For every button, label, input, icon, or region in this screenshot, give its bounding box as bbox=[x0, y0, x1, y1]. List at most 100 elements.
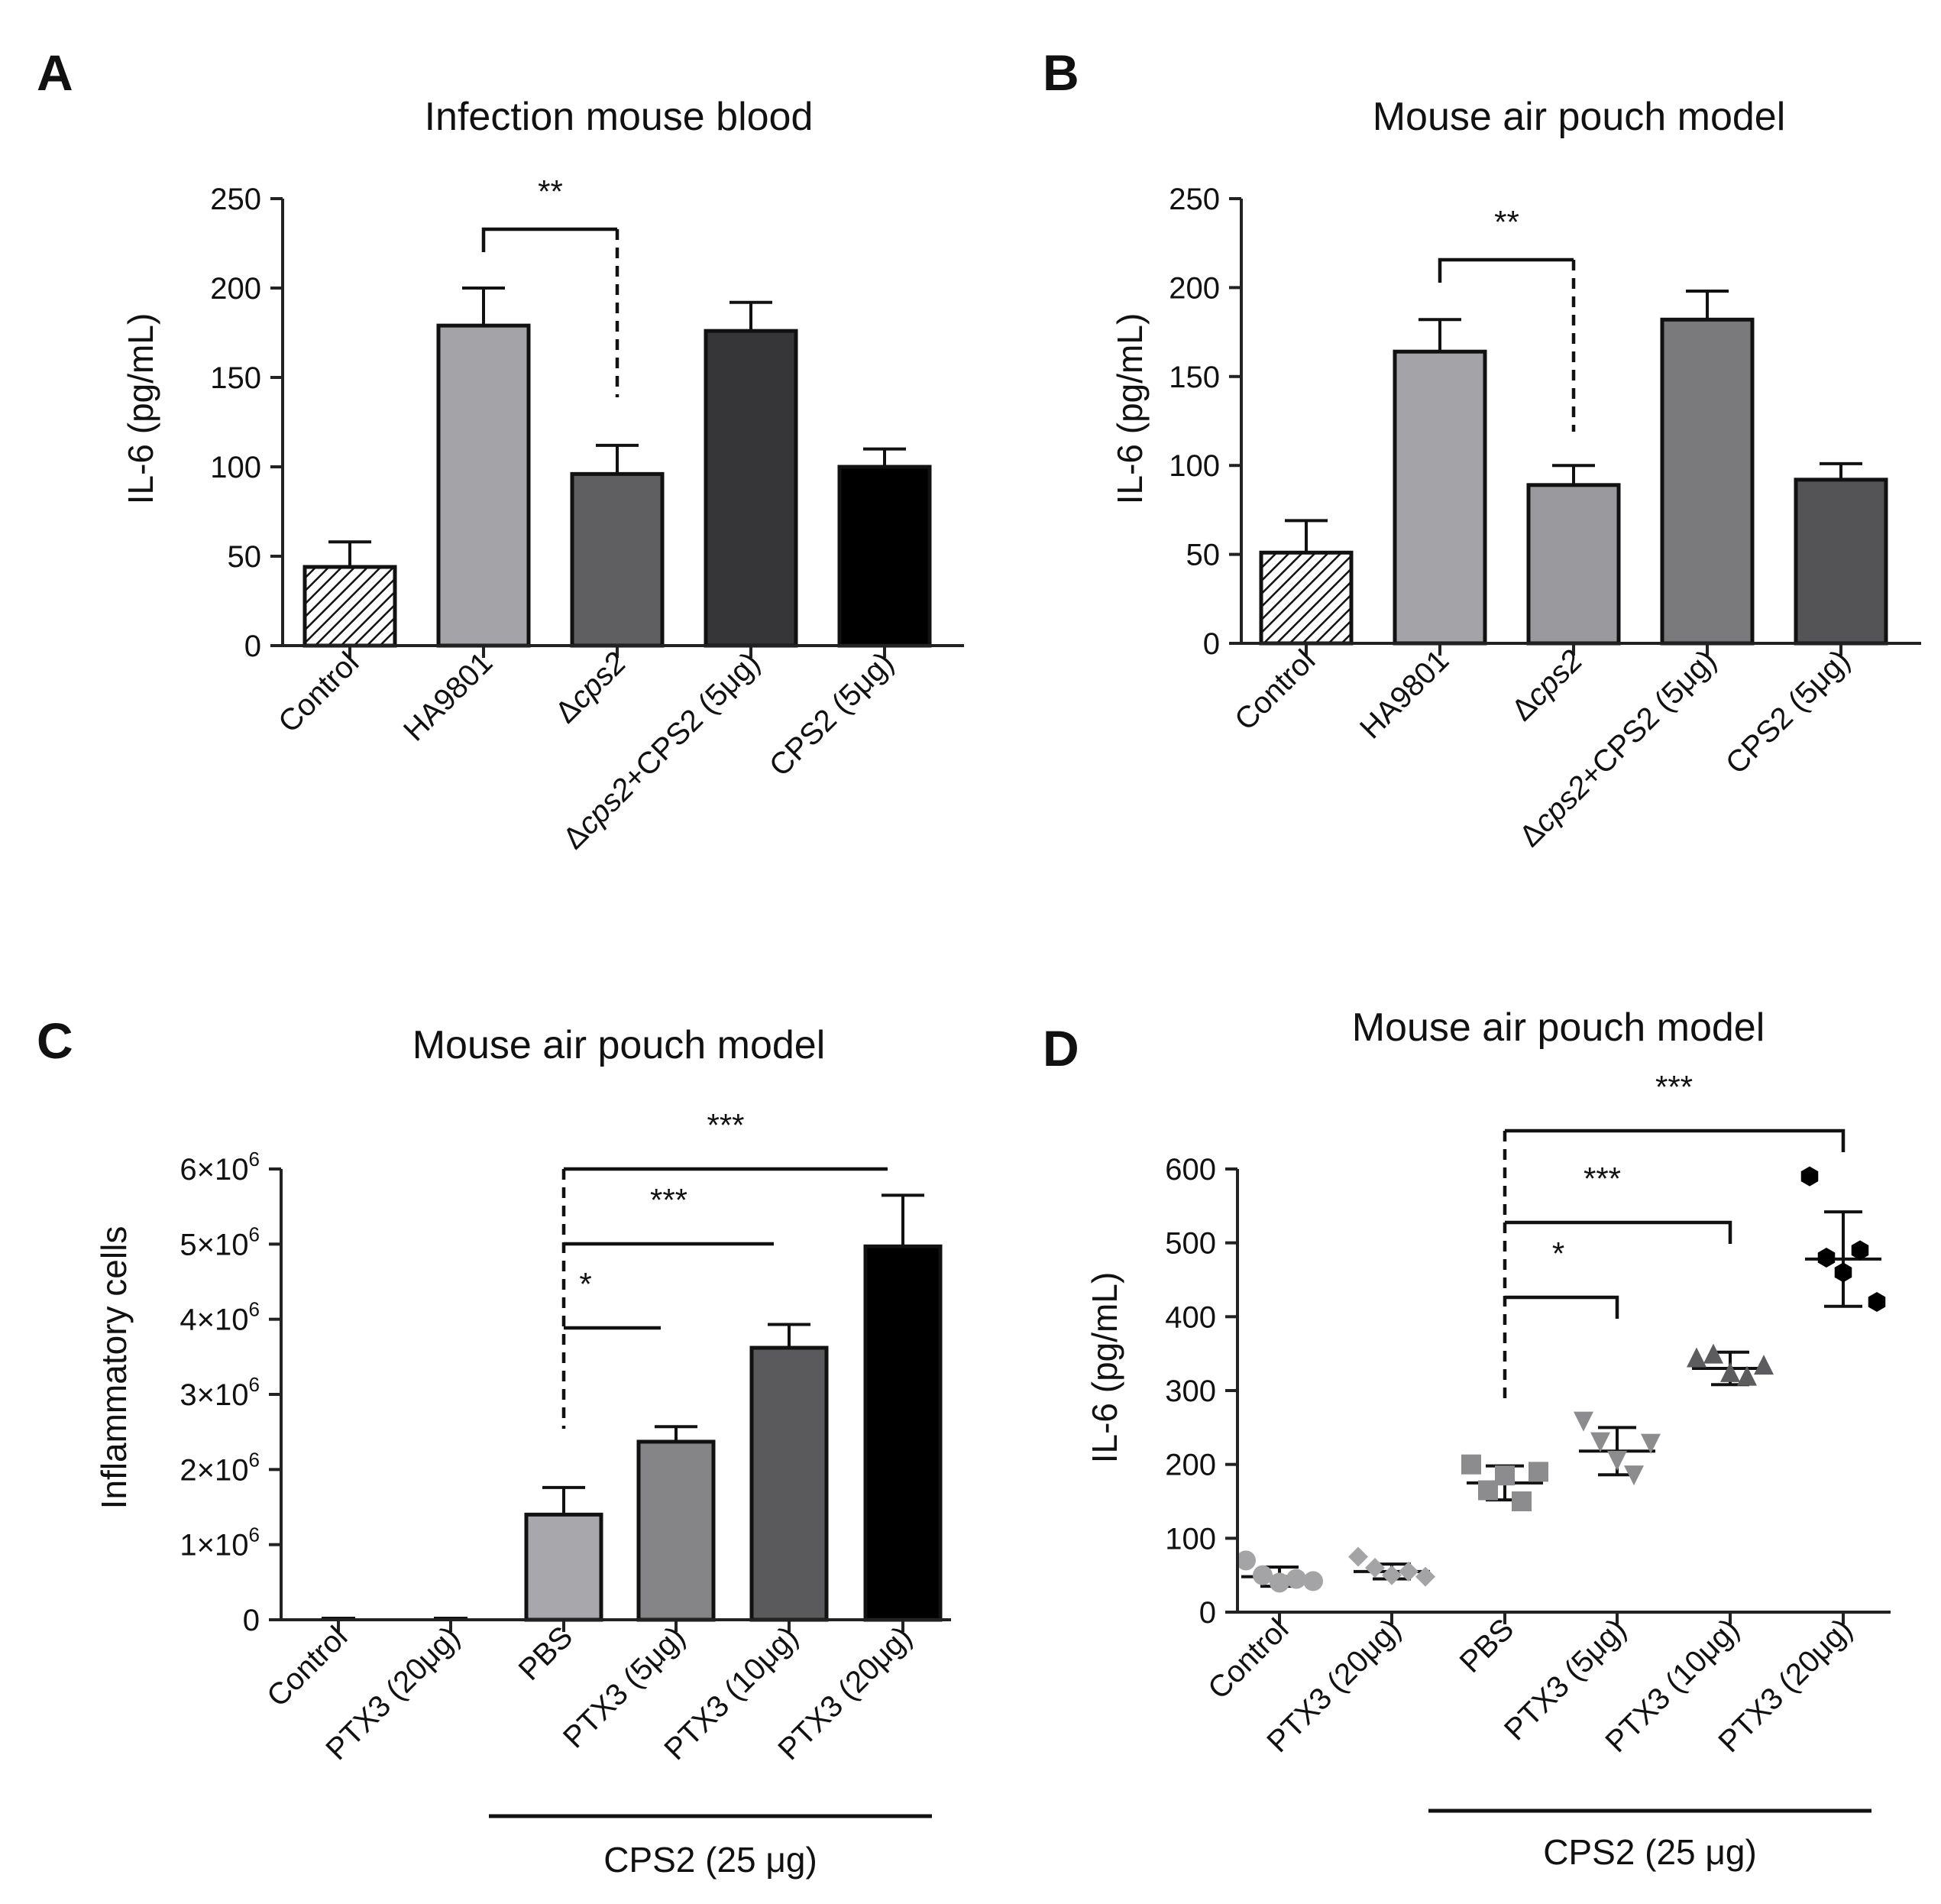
data-point bbox=[1365, 1558, 1385, 1578]
data-point bbox=[1253, 1565, 1273, 1585]
y-tick-label: 400 bbox=[1165, 1300, 1216, 1334]
panel-b-y-axis-label: IL-6 (pg/mL) bbox=[1110, 313, 1150, 505]
panel-c-bars bbox=[322, 1193, 943, 1622]
bar bbox=[1794, 478, 1888, 646]
significance-label: * bbox=[1552, 1235, 1564, 1271]
x-tick-label: Δcps2 bbox=[1506, 643, 1590, 727]
y-tick-label: 5×106 bbox=[180, 1222, 260, 1261]
panel-a-y-axis-label: IL-6 (pg/mL) bbox=[121, 313, 160, 505]
panel-a-significance: ** bbox=[481, 173, 620, 397]
x-tick-label: Control bbox=[272, 646, 365, 739]
y-tick-label: 600 bbox=[1165, 1153, 1216, 1187]
significance-label: ** bbox=[1494, 204, 1519, 240]
bar bbox=[1393, 349, 1487, 646]
data-point bbox=[1851, 1240, 1869, 1261]
bar bbox=[1526, 483, 1621, 646]
panel-label-d: D bbox=[1043, 1020, 1079, 1077]
x-tick-label: HA9801 bbox=[397, 646, 499, 747]
significance-bracket bbox=[481, 227, 617, 252]
bar bbox=[1660, 317, 1755, 646]
panel-d-significance: ******* bbox=[1503, 1069, 1846, 1398]
significance-bracket bbox=[1438, 257, 1574, 283]
bar bbox=[863, 1244, 943, 1622]
data-point bbox=[1286, 1569, 1306, 1589]
data-point bbox=[1641, 1433, 1661, 1454]
panel-d-y-ticks: 0 100 200 300 400 500 600 bbox=[1165, 1153, 1237, 1630]
y-tick-label: 2×106 bbox=[180, 1448, 260, 1487]
y-tick-exponent: 6 bbox=[249, 1298, 260, 1321]
panel-a-title: Infection mouse blood bbox=[425, 95, 814, 139]
data-point bbox=[1461, 1454, 1481, 1475]
x-tick-label: PBS bbox=[1454, 1612, 1521, 1679]
panel-c-group-label: CPS2 (25 μg) bbox=[603, 1840, 817, 1880]
x-tick-label: Control bbox=[1228, 643, 1321, 737]
label-rest: +CPS2 (5μg) bbox=[1573, 643, 1723, 793]
panel-b-significance: ** bbox=[1438, 204, 1576, 432]
bar bbox=[1259, 550, 1354, 646]
y-tick-label: 100 bbox=[1165, 1522, 1216, 1556]
y-tick-label: 0 bbox=[244, 630, 261, 663]
panel-c-y-ticks: 0 1×106 2×106 3×106 4×106 5×106 6×106 bbox=[180, 1148, 281, 1637]
bar bbox=[704, 329, 798, 648]
panel-b-bars bbox=[1259, 290, 1888, 646]
data-point bbox=[1512, 1491, 1532, 1511]
significance-bracket bbox=[1505, 1128, 1846, 1152]
x-tick-label: PBS bbox=[513, 1620, 580, 1687]
panel-label-c: C bbox=[37, 1012, 73, 1069]
x-tick-label: CPS2 (5μg) bbox=[763, 646, 900, 782]
y-tick-exponent: 6 bbox=[249, 1373, 260, 1396]
y-tick-label: 500 bbox=[1165, 1227, 1216, 1261]
x-tick-label: CPS2 (5μg) bbox=[1719, 643, 1856, 780]
y-tick-label: 200 bbox=[1165, 1449, 1216, 1482]
significance-bracket bbox=[1505, 1220, 1732, 1244]
data-point bbox=[1270, 1572, 1289, 1593]
y-tick-label: 50 bbox=[228, 540, 262, 574]
label-rest: +CPS2 (5μg) bbox=[616, 646, 766, 795]
data-point bbox=[1868, 1292, 1886, 1312]
significance-label: *** bbox=[1655, 1069, 1693, 1105]
bar bbox=[436, 323, 531, 648]
y-tick-label: 1×106 bbox=[180, 1524, 260, 1562]
panel-d-y-axis-label: IL-6 (pg/mL) bbox=[1085, 1272, 1124, 1464]
y-tick-label: 50 bbox=[1186, 539, 1221, 572]
data-point bbox=[1236, 1550, 1256, 1571]
y-tick-exponent: 6 bbox=[249, 1148, 260, 1171]
panel-c-title: Mouse air pouch model bbox=[412, 1023, 826, 1067]
data-point bbox=[1834, 1262, 1852, 1283]
y-tick-label: 100 bbox=[1169, 449, 1220, 483]
bar bbox=[302, 565, 397, 648]
data-point bbox=[1478, 1480, 1498, 1501]
panel-label-b: B bbox=[1043, 44, 1079, 101]
x-tick-label: Control bbox=[260, 1620, 354, 1713]
data-point bbox=[1720, 1362, 1740, 1382]
panel-c: C Mouse air pouch model Inflammatory cel… bbox=[37, 1012, 951, 1880]
panel-d-points bbox=[1236, 1166, 1886, 1593]
y-tick-label: 3×106 bbox=[180, 1373, 260, 1412]
y-tick-label: 0 bbox=[1203, 627, 1220, 661]
data-point bbox=[1495, 1465, 1515, 1486]
data-point bbox=[1703, 1343, 1723, 1364]
significance-label: *** bbox=[707, 1107, 744, 1143]
y-tick-label: 100 bbox=[210, 451, 261, 484]
x-tick-label: Δcps2 bbox=[549, 646, 633, 730]
panel-d: D Mouse air pouch model IL-6 (pg/mL) 0 10… bbox=[1043, 1005, 1891, 1872]
data-point bbox=[1348, 1546, 1368, 1567]
panel-d-title: Mouse air pouch model bbox=[1352, 1005, 1765, 1050]
y-tick-label: 0 bbox=[1199, 1596, 1216, 1630]
data-point bbox=[1529, 1462, 1548, 1482]
data-point bbox=[1399, 1561, 1419, 1582]
y-tick-label: 200 bbox=[1169, 271, 1220, 305]
y-tick-label: 250 bbox=[1169, 183, 1220, 216]
data-point bbox=[1382, 1565, 1402, 1585]
y-tick-exponent: 6 bbox=[249, 1524, 260, 1546]
significance-label: *** bbox=[1584, 1161, 1621, 1196]
y-tick-label: 200 bbox=[210, 272, 261, 306]
significance-label: ** bbox=[538, 173, 563, 209]
data-point bbox=[1800, 1166, 1819, 1187]
significance-label: *** bbox=[650, 1182, 687, 1218]
data-point bbox=[1415, 1566, 1435, 1587]
x-tick-label: HA9801 bbox=[1354, 643, 1455, 745]
panel-b-title: Mouse air pouch model bbox=[1373, 95, 1786, 139]
y-tick-label: 150 bbox=[1169, 361, 1220, 394]
